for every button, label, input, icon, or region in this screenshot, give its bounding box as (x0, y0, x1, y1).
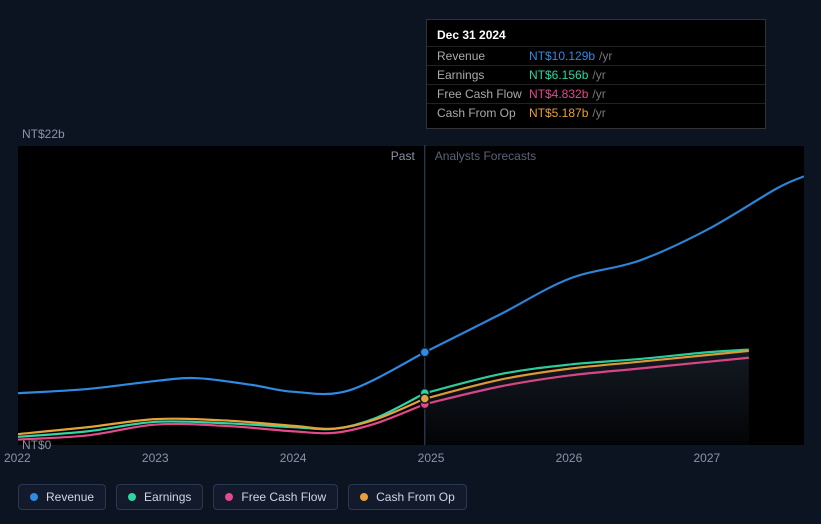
tooltip-row: Cash From OpNT$5.187b/yr (427, 103, 765, 122)
x-tick: 2022 (4, 451, 31, 465)
tooltip-row-unit: /yr (592, 68, 605, 82)
chart-plot (18, 145, 804, 445)
tooltip-title: Dec 31 2024 (427, 26, 765, 46)
marker-cfo (420, 394, 429, 403)
legend-item-label: Cash From Op (376, 490, 455, 504)
tooltip-row-unit: /yr (599, 49, 612, 63)
tooltip-row: RevenueNT$10.129b/yr (427, 46, 765, 65)
legend-item-revenue[interactable]: Revenue (18, 484, 106, 510)
tooltip-row-label: Revenue (437, 49, 529, 63)
forecast-label: Analysts Forecasts (425, 149, 536, 167)
tooltip-row-value: NT$10.129b (529, 49, 595, 63)
chart-tooltip: Dec 31 2024RevenueNT$10.129b/yrEarningsN… (426, 19, 766, 129)
x-tick: 2027 (693, 451, 720, 465)
legend-item-label: Earnings (144, 490, 191, 504)
legend-dot-icon (128, 493, 136, 501)
tooltip-row: EarningsNT$6.156b/yr (427, 65, 765, 84)
legend: Revenue Earnings Free Cash Flow Cash From O… (18, 484, 467, 510)
legend-item-label: Revenue (46, 490, 94, 504)
marker-revenue (420, 348, 429, 357)
legend-item-label: Free Cash Flow (241, 490, 326, 504)
x-tick: 2025 (418, 451, 445, 465)
tooltip-row-unit: /yr (592, 87, 605, 101)
y-axis-label: NT$0 (22, 438, 51, 452)
tooltip-row-label: Earnings (437, 68, 529, 82)
tooltip-row-label: Free Cash Flow (437, 87, 529, 101)
x-tick: 2023 (142, 451, 169, 465)
past-label: Past (0, 149, 425, 167)
tooltip-row-value: NT$6.156b (529, 68, 588, 82)
tooltip-row-value: NT$5.187b (529, 106, 588, 120)
legend-item-cfo[interactable]: Cash From Op (348, 484, 467, 510)
legend-dot-icon (225, 493, 233, 501)
legend-dot-icon (30, 493, 38, 501)
tooltip-row-value: NT$4.832b (529, 87, 588, 101)
x-tick: 2026 (556, 451, 583, 465)
time-divider: PastAnalysts Forecasts (0, 149, 821, 167)
x-tick: 2024 (280, 451, 307, 465)
legend-dot-icon (360, 493, 368, 501)
y-axis-label: NT$22b (22, 127, 65, 141)
legend-item-fcf[interactable]: Free Cash Flow (213, 484, 338, 510)
tooltip-row-unit: /yr (592, 106, 605, 120)
tooltip-row-label: Cash From Op (437, 106, 529, 120)
legend-item-earnings[interactable]: Earnings (116, 484, 203, 510)
tooltip-row: Free Cash FlowNT$4.832b/yr (427, 84, 765, 103)
